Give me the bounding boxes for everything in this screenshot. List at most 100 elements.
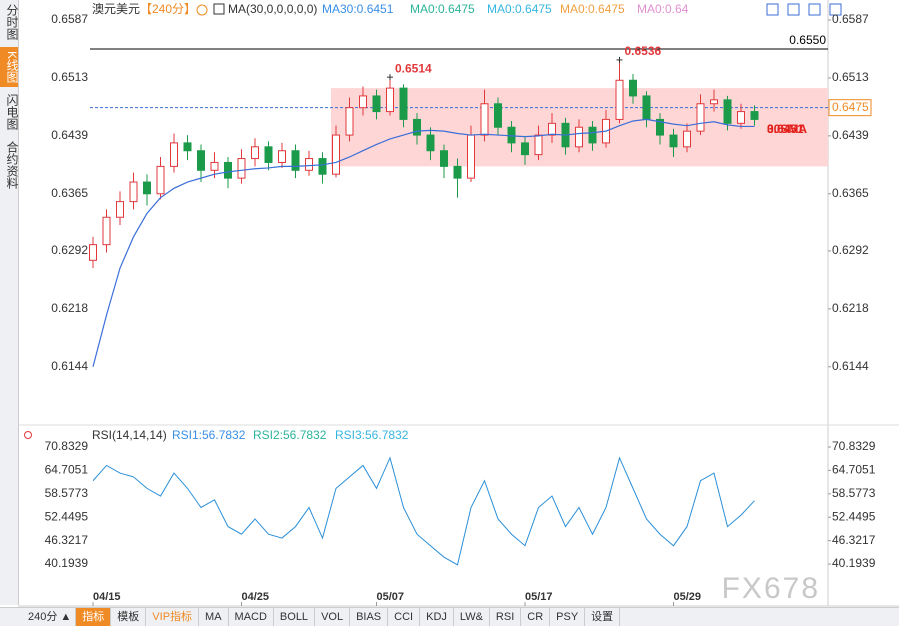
candle-body (588, 126, 597, 144)
candle-body (548, 122, 556, 136)
side-tab[interactable]: 分时图 (5, 4, 19, 40)
icon[interactable] (829, 3, 842, 16)
candle-body (89, 244, 97, 261)
candle-body (278, 150, 286, 163)
y-tick-label: 0.6292 (51, 243, 88, 257)
candle-body (507, 126, 516, 144)
rsi-line (92, 456, 755, 566)
x-tick-label: 05/17 (525, 591, 553, 603)
peak-label: 0.6536 (625, 44, 662, 58)
candle-body (264, 146, 273, 163)
candle-body (332, 134, 340, 175)
y-tick-label: 0.6218 (51, 301, 88, 315)
period-icon[interactable] (196, 4, 208, 16)
candle-body (251, 146, 259, 160)
indicator-tab[interactable]: 模板 (111, 608, 147, 626)
indicator-tab[interactable]: RSI (490, 608, 522, 626)
candle-body (696, 103, 705, 132)
y-tick-label: 70.8329 (45, 439, 89, 453)
indicator-tab[interactable]: PSY (550, 608, 586, 626)
ma-legend: MA0:0.6475 (410, 2, 475, 16)
ma-value-label: 0.6451 (767, 122, 804, 136)
indicator-tab[interactable]: BIAS (350, 608, 389, 626)
candle-body (318, 158, 327, 175)
candle-body (386, 87, 394, 113)
rsi-title: RSI(14,14,14) (92, 428, 167, 442)
y-tick-label-right: 58.5773 (832, 486, 876, 500)
rsi-legend: RSI3:56.7832 (335, 428, 409, 442)
y-tick-label: 0.6513 (51, 70, 88, 84)
indicator-tab[interactable]: CR (521, 608, 551, 626)
candle-body (480, 103, 489, 136)
settings-icon[interactable] (213, 3, 225, 15)
candle-body (210, 161, 219, 171)
price-label-box (828, 99, 872, 117)
indicator-tab[interactable]: KDJ (420, 608, 454, 626)
ma-legend: MA0:0.6475 (487, 2, 552, 16)
y-tick-label-right: 0.6587 (832, 12, 869, 26)
side-tab[interactable]: 闪电图 (5, 94, 19, 131)
candle-body (345, 107, 354, 136)
candle-body (102, 216, 111, 246)
candle-body (426, 134, 435, 152)
candle-body (669, 134, 678, 148)
indicator-tab[interactable]: 设置 (585, 608, 621, 626)
x-tick-label: 04/15 (93, 591, 121, 603)
icon[interactable] (808, 3, 821, 16)
indicator-tab[interactable]: VOL (315, 608, 351, 626)
y-tick-label: 52.4495 (45, 509, 89, 523)
candle-body (305, 158, 313, 171)
indicator-tab[interactable]: VIP指标 (146, 608, 200, 626)
candle-body (237, 158, 246, 179)
y-tick-label: 0.6144 (51, 359, 88, 373)
y-tick-label-right: 64.7051 (832, 463, 876, 477)
indicator-tab[interactable]: LW& (454, 608, 490, 626)
ma-legend: MA0:0.6475 (560, 2, 625, 16)
candle-body (575, 126, 583, 148)
y-tick-label: 0.6365 (51, 186, 88, 200)
candle-body (737, 111, 745, 124)
y-tick-label-right: 0.6513 (832, 70, 869, 84)
candle-body (683, 130, 691, 148)
rsi-legend: RSI2:56.7832 (253, 428, 327, 442)
level-label: 0.6550 (789, 33, 826, 47)
indicator-tab[interactable]: MACD (229, 608, 274, 626)
icon[interactable] (787, 3, 800, 16)
rsi-icon[interactable] (24, 431, 32, 439)
period-select[interactable]: 240分 ▲ (0, 608, 77, 626)
ma-value-label: 30SMA (767, 122, 807, 136)
side-tab[interactable]: 合约资料 (5, 141, 19, 190)
bottom-bar: 240分 ▲ 指标 模板 VIP指标 MA MACD BOLL VOL BIAS CCI KDJ LW… (0, 607, 899, 626)
candle-body (183, 142, 192, 152)
peak-label: 0.6514 (395, 61, 432, 75)
toolbar-icons (766, 3, 842, 16)
icon[interactable] (766, 3, 779, 16)
candle-body (494, 103, 502, 128)
indicator-tab[interactable]: BOLL (274, 608, 316, 626)
chart: 澳元美元 【240分】 MA(30,0,0,0,0,0) RSI(14,14,1… (18, 0, 899, 607)
y-tick-label: 46.3217 (45, 533, 89, 547)
candle-body (291, 150, 300, 171)
candle-body (453, 165, 462, 179)
candle-body (521, 142, 529, 156)
indicator-tab[interactable]: MA (199, 608, 229, 626)
side-tab[interactable]: K线图 (0, 47, 19, 88)
symbol: 澳元美元 (92, 2, 140, 16)
ma-legend: MA0:0.64 (637, 2, 689, 16)
y-tick-label-right: 52.4495 (832, 509, 876, 523)
candle-body (467, 134, 475, 179)
candle-body (413, 118, 421, 136)
y-tick-label-right: 0.6292 (832, 243, 869, 257)
x-tick-label: 05/07 (377, 591, 405, 603)
candle-body (642, 95, 651, 120)
candle-body (656, 118, 664, 136)
candle-body (116, 201, 124, 218)
ma-legend: MA30:0.6451 (322, 2, 394, 16)
indicator-tab[interactable]: 指标 (76, 608, 112, 626)
indicator-tab[interactable]: CCI (388, 608, 421, 626)
candle-body (129, 181, 138, 203)
watermark: FX678 (722, 572, 820, 605)
candle-body (615, 79, 624, 120)
candle-body (197, 150, 205, 171)
